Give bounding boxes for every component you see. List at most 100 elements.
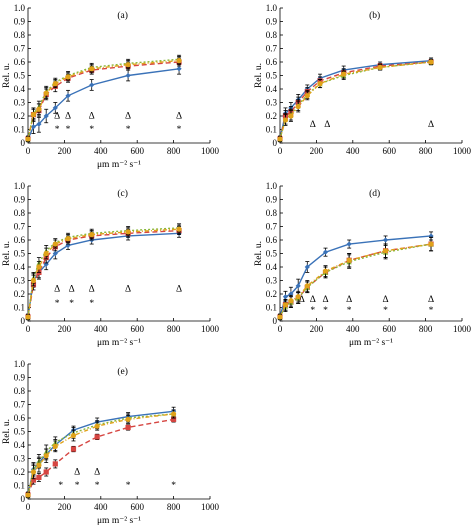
y-tick-label: 0.1 [266,303,277,313]
y-tick-label: 1.0 [266,181,278,191]
series-1-line [27,68,180,140]
x-tick-label: 800 [167,146,181,156]
significance-triangle: Δ [428,295,434,305]
data-point-series-4 [346,257,352,263]
data-point-series-1 [30,124,37,130]
data-point-series-4 [65,236,71,242]
series-2-line [27,61,180,140]
data-point-series-2 [171,416,177,422]
significance-star: * [126,481,131,491]
y-tick-label: 0.4 [14,84,26,94]
x-tick-label: 400 [94,324,108,334]
data-point-series-1 [65,93,71,99]
y-axis-label: Rel. u. [2,419,12,444]
y-tick-label: 0.5 [266,249,278,259]
significance-triangle: Δ [69,284,75,294]
y-tick-label: 0.4 [14,440,26,450]
chart-panel-1: 0 0.1 0.2 0.3 0.4 0.5 0.6 0.7 0.8 0.9 1.0 0 200 400 60… [2,3,220,170]
data-point-series-4 [25,492,31,498]
data-point-series-4 [36,264,42,270]
significance-star: * [66,125,71,135]
data-point-series-4 [43,453,49,459]
x-tick-label: 400 [346,146,360,156]
x-tick-label: 1000 [453,146,472,156]
significance-star: * [55,299,60,309]
x-tick-label: 600 [130,324,144,334]
data-point-series-1 [282,294,289,300]
y-tick-label: 0.3 [14,276,26,286]
series-4-line [279,61,432,140]
y-tick-label: 0.2 [14,467,25,477]
significance-star: * [171,481,176,491]
data-point-series-4 [43,250,49,257]
y-tick-label: 0.6 [14,57,26,67]
axes [27,364,210,500]
chart-panel-3: 0 0.1 0.2 0.3 0.4 0.5 0.6 0.7 0.8 0.9 1.0 0 200 400 60… [2,181,220,348]
data-point-series-4 [304,283,310,289]
data-point-series-4 [377,64,383,70]
y-tick-label: 1.0 [266,3,278,13]
y-tick-label: 0.4 [266,262,278,272]
data-point-series-1 [346,241,352,247]
data-point-series-4 [25,136,31,142]
data-point-series-1 [52,250,58,257]
series-4-line [27,228,180,318]
chart-panel-5: 0 0.1 0.2 0.3 0.4 0.5 0.6 0.7 0.8 0.9 1.0 0 200 400 60… [2,359,220,526]
data-point-series-4 [171,411,177,417]
x-tick-label: 1000 [453,324,472,334]
data-point-series-4 [282,302,289,308]
x-tick-label: 200 [58,502,72,512]
y-tick-label: 0 [21,494,26,504]
y-axis-label: Rel. u. [254,241,264,266]
axes [279,8,462,144]
significance-star: * [75,481,80,491]
y-axis-label: Rel. u. [2,241,12,266]
y-tick-label: 0.3 [14,454,26,464]
x-tick-label: 400 [94,146,108,156]
data-point-series-2 [125,424,131,431]
y-tick-label: 0.4 [266,84,278,94]
y-axis-label: Rel. u. [254,63,264,88]
data-point-series-4 [30,277,37,284]
significance-star: * [347,306,352,316]
data-point-series-4 [89,232,95,238]
x-tick-label: 600 [130,502,144,512]
data-point-series-4 [317,81,323,87]
y-tick-label: 0 [21,138,26,148]
panel-label: (d) [369,188,380,199]
data-point-series-4 [65,74,71,80]
data-point-series-1 [176,66,182,72]
data-point-series-4 [30,112,37,118]
y-tick-label: 0.3 [14,98,26,108]
x-axis-label: μm m⁻² s⁻¹ [97,160,141,170]
y-tick-label: 0.7 [14,44,26,54]
significance-triangle: Δ [310,295,316,305]
y-tick-label: 0.5 [14,71,26,81]
significance-triangle: Δ [176,112,182,122]
y-tick-label: 0.1 [266,125,277,135]
series-3-line [279,243,432,318]
data-point-series-4 [89,66,95,72]
series-1-line [279,60,432,140]
data-point-series-4 [25,314,31,320]
data-point-series-4 [322,268,329,274]
significance-triangle: Δ [65,112,71,122]
data-point-series-4 [282,117,289,123]
axes [27,8,210,144]
data-point-series-4 [382,248,389,254]
data-point-series-2 [36,474,42,480]
y-tick-label: 0.7 [14,222,26,232]
significance-triangle: Δ [322,295,328,305]
chart-panel-4: 0 0.1 0.2 0.3 0.4 0.5 0.6 0.7 0.8 0.9 1.0 0 200 400 60… [254,181,472,348]
series-4-line [279,243,432,318]
data-point-series-4 [52,241,58,247]
panel-label: (c) [117,188,128,199]
data-point-series-1 [36,121,42,127]
data-point-series-4 [277,136,283,142]
axes [279,186,462,322]
panel-label: (a) [117,10,128,21]
significance-star: * [89,125,94,135]
significance-triangle: Δ [74,468,80,478]
panel-label: (e) [117,366,128,377]
series-3-line [27,413,174,496]
